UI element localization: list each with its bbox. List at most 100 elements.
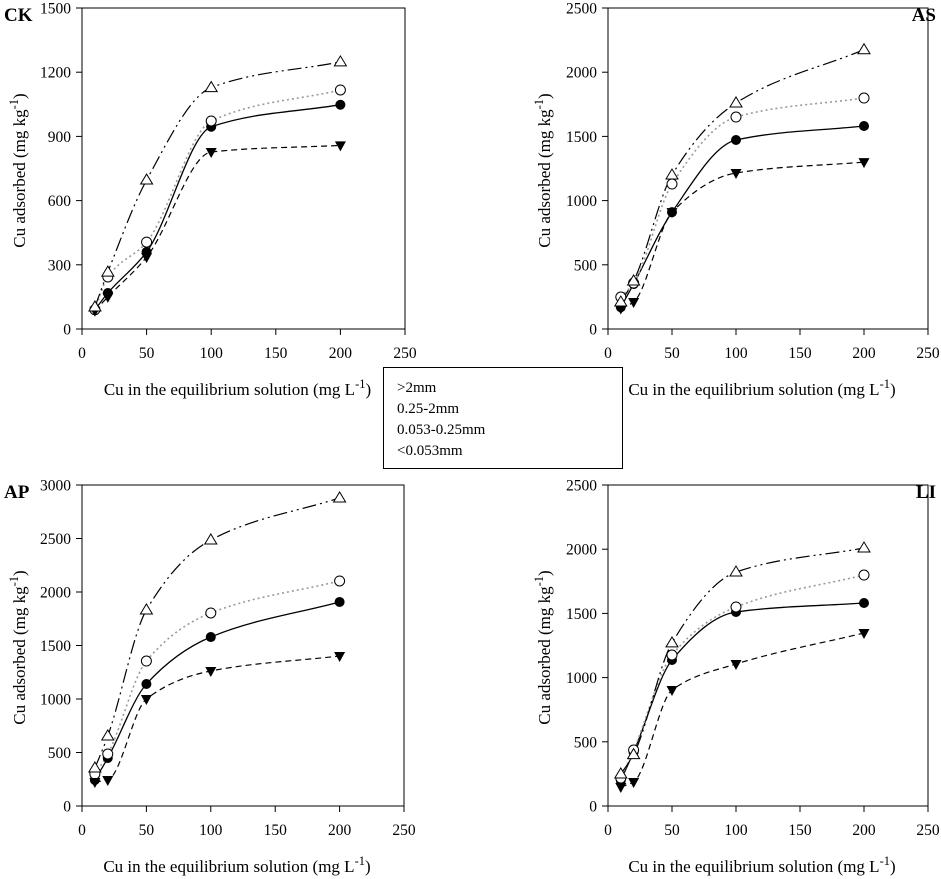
ck-point-lt-0-053mm xyxy=(333,54,348,67)
as-point-lt-0-053mm xyxy=(613,295,628,307)
li-point-0-25-2mm xyxy=(858,569,870,581)
li-fit-curve-0-053-0-25mm xyxy=(620,632,865,788)
ck-y-axis-label-tail: ) xyxy=(10,93,29,99)
ap-x-axis-label: Cu in the equilibrium solution (mg L-1) xyxy=(103,854,370,876)
ap-point-lt-0-053mm xyxy=(87,761,102,773)
as-x-tick-label: 200 xyxy=(852,345,876,362)
ck-x-axis-label-text: Cu in the equilibrium solution (mg L xyxy=(104,380,355,399)
ap-x-tick-label: 0 xyxy=(78,822,86,839)
as-x-axis-label-tail: ) xyxy=(890,380,896,399)
ck-point-0-25-2mm xyxy=(334,84,346,96)
ap-point-lt-0-053mm xyxy=(100,729,115,741)
ck-y-tick-label: 1200 xyxy=(40,65,71,82)
ck-y-tick-label: 0 xyxy=(63,322,71,339)
ck-x-tick-label: 200 xyxy=(329,345,353,362)
li-x-tick-label: 50 xyxy=(664,822,680,839)
as-point-gt-2mm xyxy=(859,120,869,131)
ap-y-tick-label: 2000 xyxy=(40,585,71,602)
ap-y-tick-label: 1500 xyxy=(40,638,71,655)
li-panel-label: LI xyxy=(916,482,936,503)
ck-x-tick-label: 50 xyxy=(139,345,155,362)
ck-y-axis-label-sup: -1 xyxy=(7,99,21,109)
ck-fit-curve-0-25-2mm xyxy=(94,89,341,310)
li-y-tick-label: 1000 xyxy=(566,670,597,687)
li-point-lt-0-053mm xyxy=(729,565,743,577)
ap-fit-curve-0-25-2mm xyxy=(94,580,340,775)
ck-y-axis-label-text: Cu adsorbed (mg kg xyxy=(10,109,29,248)
ap-y-tick-label: 1000 xyxy=(40,692,71,709)
li-x-tick-label: 100 xyxy=(724,822,748,839)
ck-x-axis-label-tail: ) xyxy=(365,380,371,399)
as-x-axis-label-text: Cu in the equilibrium solution (mg L xyxy=(628,380,879,399)
ap-x-tick-label: 250 xyxy=(392,822,416,839)
ck-x-tick-label: 150 xyxy=(264,345,288,362)
as-point-0-053-0-25mm xyxy=(615,304,627,315)
li-point-0-25-2mm xyxy=(730,601,742,613)
ap-point-0-053-0-25mm xyxy=(205,666,217,677)
li-point-0-053-0-25mm xyxy=(615,782,627,793)
ap-y-tick-label: 500 xyxy=(48,745,72,762)
li-y-axis-label-text: Cu adsorbed (mg kg xyxy=(535,586,554,725)
ap-x-axis-label-sup: -1 xyxy=(355,854,365,868)
ck-point-0-25-2mm xyxy=(205,115,217,127)
li-point-lt-0-053mm xyxy=(857,541,871,553)
li-point-0-053-0-25mm xyxy=(666,686,678,697)
ck-y-axis-label: Cu adsorbed (mg kg-1) xyxy=(7,93,29,247)
ap-point-0-053-0-25mm xyxy=(102,775,114,786)
ap-y-tick-label: 2500 xyxy=(40,531,71,548)
li-fit-curve-lt-0-053mm xyxy=(620,547,865,775)
li-x-tick-label: 200 xyxy=(852,822,876,839)
as-plot-frame xyxy=(607,7,929,330)
ap-point-0-25-2mm xyxy=(334,575,346,587)
li-y-tick-label: 1500 xyxy=(566,606,597,623)
ap-x-axis-label-text: Cu in the equilibrium solution (mg L xyxy=(103,857,354,876)
ap-x-tick-label: 150 xyxy=(264,822,288,839)
as-point-lt-0-053mm xyxy=(857,42,871,55)
li-point-lt-0-053mm xyxy=(665,635,679,648)
legend-item-lt-0-053mm: <0.053mm xyxy=(397,443,463,459)
ap-point-lt-0-053mm xyxy=(332,490,347,503)
ck-x-tick-label: 0 xyxy=(78,345,86,362)
ap-point-gt-2mm xyxy=(205,632,216,643)
as-y-tick-label: 2500 xyxy=(566,1,597,18)
as-point-0-25-2mm xyxy=(666,178,678,190)
li-y-tick-label: 500 xyxy=(574,734,598,751)
ap-fit-curve-0-053-0-25mm xyxy=(94,655,340,783)
as-y-tick-label: 2000 xyxy=(566,65,597,82)
li-x-axis-label-tail: ) xyxy=(890,857,896,876)
ck-point-lt-0-053mm xyxy=(88,299,102,312)
ap-panel-label: AP xyxy=(4,482,30,503)
as-point-0-25-2mm xyxy=(730,111,742,123)
li-x-axis-label-sup: -1 xyxy=(880,854,890,868)
as-fit-curve-gt-2mm xyxy=(620,125,865,308)
ck-point-gt-2mm xyxy=(335,99,346,110)
ck-point-0-25-2mm xyxy=(141,236,153,248)
ap-point-0-053-0-25mm xyxy=(89,778,101,789)
ap-point-0-053-0-25mm xyxy=(334,651,346,662)
li-y-axis-label-tail: ) xyxy=(535,570,554,576)
li-y-tick-label: 2500 xyxy=(566,478,597,495)
as-x-tick-label: 0 xyxy=(604,345,612,362)
as-point-lt-0-053mm xyxy=(626,274,641,286)
ck-fit-curve-lt-0-053mm xyxy=(94,61,341,308)
as-y-tick-label: 500 xyxy=(574,257,598,274)
ck-y-tick-label: 900 xyxy=(48,129,72,146)
as-x-tick-label: 50 xyxy=(664,345,680,362)
as-point-0-25-2mm xyxy=(858,92,870,104)
ck-point-0-053-0-25mm xyxy=(141,253,153,264)
as-point-0-053-0-25mm xyxy=(858,158,870,169)
ap-x-axis-label-tail: ) xyxy=(365,857,371,876)
ck-panel: 0 50 100 150 200 250 0 300 600 900 1200 1500 CK Cu in… xyxy=(4,1,417,400)
as-y-axis-label-tail: ) xyxy=(535,93,554,99)
ck-x-tick-label: 100 xyxy=(200,345,224,362)
ap-point-gt-2mm xyxy=(141,679,152,690)
ap-panel: 0 50 100 150 200 250050010001500200025003000A… xyxy=(4,478,416,877)
ck-fit-curve-gt-2mm xyxy=(94,104,341,311)
li-y-tick-label: 2000 xyxy=(566,542,597,559)
ap-point-0-25-2mm xyxy=(102,748,114,760)
li-point-0-053-0-25mm xyxy=(730,659,742,670)
ap-plot-frame xyxy=(81,484,405,807)
as-point-0-053-0-25mm xyxy=(730,168,742,179)
